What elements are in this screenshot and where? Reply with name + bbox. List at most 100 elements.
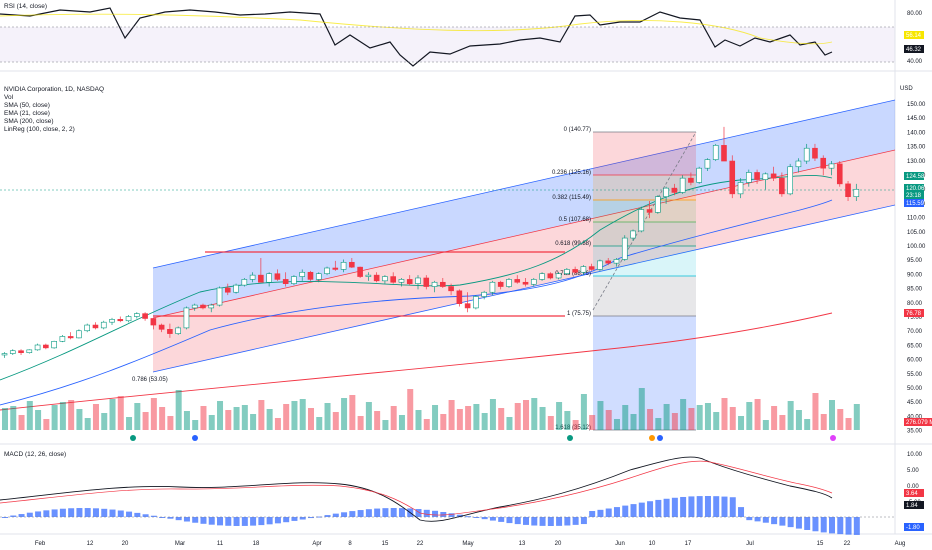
candle-body[interactable] — [398, 279, 405, 283]
earnings-marker[interactable] — [567, 435, 573, 441]
candle-body[interactable] — [134, 313, 140, 317]
candle-body[interactable] — [530, 279, 537, 285]
candle-body[interactable] — [315, 273, 322, 280]
candle-body[interactable] — [506, 279, 512, 287]
candle-body[interactable] — [803, 147, 810, 162]
candle-body[interactable] — [704, 159, 711, 169]
candle-body[interactable] — [588, 266, 595, 270]
candle-body[interactable] — [737, 182, 744, 195]
candle-body[interactable] — [307, 271, 314, 280]
candle-body[interactable] — [514, 279, 521, 283]
candle-body[interactable] — [324, 267, 330, 275]
candle-body[interactable] — [26, 349, 33, 354]
legend-ema21[interactable]: EMA (21, close) — [4, 110, 50, 117]
candle-body[interactable] — [522, 281, 529, 285]
candle-body[interactable] — [258, 274, 264, 283]
earnings-marker[interactable] — [130, 435, 136, 441]
candle-body[interactable] — [655, 196, 661, 213]
candle-body[interactable] — [762, 173, 769, 180]
legend-sma50[interactable]: SMA (50, close) — [4, 102, 50, 109]
candle-body[interactable] — [448, 286, 454, 292]
candle-body[interactable] — [770, 173, 777, 179]
macd-legend[interactable]: MACD (12, 26, close) — [4, 451, 67, 458]
candle-body[interactable] — [365, 274, 372, 277]
candle-body[interactable] — [175, 327, 181, 334]
candle-body[interactable] — [266, 273, 272, 283]
candle-body[interactable] — [340, 261, 347, 270]
candle-body[interactable] — [167, 329, 173, 334]
time-axis[interactable]: Feb 12 20 Mar 11 18 Apr 8 15 22 May 13 20 Jun 10 17 Jul 1… — [35, 541, 906, 547]
candle-body[interactable] — [67, 336, 74, 339]
candle-body[interactable] — [456, 290, 463, 304]
candle-body[interactable] — [200, 304, 206, 309]
candle-body[interactable] — [464, 303, 471, 309]
candle-body[interactable] — [613, 259, 620, 264]
projection-line[interactable] — [592, 131, 697, 311]
candle-body[interactable] — [828, 163, 835, 169]
candle-body[interactable] — [836, 163, 843, 185]
candle-body[interactable] — [34, 344, 41, 351]
candle-body[interactable] — [100, 321, 107, 329]
candle-body[interactable] — [183, 307, 190, 329]
candle-body[interactable] — [745, 172, 752, 183]
candle-body[interactable] — [564, 269, 570, 275]
candle-body[interactable] — [109, 319, 115, 323]
candle-body[interactable] — [440, 281, 446, 287]
candle-body[interactable] — [580, 266, 587, 273]
candle-body[interactable] — [76, 330, 82, 339]
candle-body[interactable] — [390, 276, 396, 283]
candle-body[interactable] — [754, 172, 760, 180]
event-marker[interactable] — [830, 435, 836, 441]
candle-body[interactable] — [18, 350, 24, 354]
candle-body[interactable] — [241, 279, 248, 286]
candle-body[interactable] — [547, 273, 554, 279]
candle-body[interactable] — [191, 304, 198, 309]
indicator-legend[interactable]: NVIDIA Corporation, 1D, NASDAQ Vol SMA (… — [4, 86, 104, 134]
candle-body[interactable] — [812, 147, 818, 159]
candle-body[interactable] — [282, 279, 289, 284]
candle-body[interactable] — [696, 167, 702, 183]
candle-body[interactable] — [679, 177, 686, 193]
candle-body[interactable] — [142, 313, 148, 319]
candle-body[interactable] — [382, 276, 388, 282]
candle-body[interactable] — [597, 260, 603, 270]
candle-body[interactable] — [787, 166, 793, 195]
legend-sma200[interactable]: SMA (200, close) — [4, 118, 54, 125]
candle-body[interactable] — [671, 187, 678, 193]
candle-body[interactable] — [820, 157, 827, 169]
candle-body[interactable] — [638, 209, 645, 232]
candle-body[interactable] — [9, 350, 16, 354]
candle-body[interactable] — [158, 324, 165, 330]
candle-body[interactable] — [150, 318, 157, 326]
candle-body[interactable] — [92, 324, 99, 329]
candle-body[interactable] — [274, 273, 281, 280]
candle-body[interactable] — [555, 273, 562, 279]
candle-body[interactable] — [779, 177, 785, 195]
candle-body[interactable] — [117, 319, 124, 322]
candle-body[interactable] — [357, 266, 363, 277]
currency-label[interactable]: USD — [900, 86, 913, 92]
legend-vol[interactable]: Vol — [4, 94, 14, 101]
rsi-pane[interactable] — [0, 0, 895, 70]
rsi-legend[interactable]: RSI (14, close) — [4, 3, 47, 10]
candle-body[interactable] — [224, 287, 231, 293]
candle-body[interactable] — [216, 287, 223, 306]
candle-body[interactable] — [59, 336, 66, 342]
dividend-marker[interactable] — [657, 435, 663, 441]
candle-body[interactable] — [853, 188, 860, 197]
candle-body[interactable] — [415, 277, 421, 284]
candle-body[interactable] — [539, 273, 545, 280]
candle-body[interactable] — [43, 344, 49, 349]
candle-body[interactable] — [712, 145, 719, 160]
candle-body[interactable] — [1, 353, 8, 356]
candle-body[interactable] — [721, 145, 727, 162]
candle-body[interactable] — [431, 281, 438, 287]
symbol-title[interactable]: NVIDIA Corporation, 1D, NASDAQ — [4, 86, 105, 93]
candle-body[interactable] — [646, 209, 653, 213]
candle-body[interactable] — [497, 281, 504, 287]
candle-body[interactable] — [51, 341, 57, 349]
candle-body[interactable] — [473, 296, 479, 309]
candle-body[interactable] — [84, 324, 90, 332]
candle-body[interactable] — [688, 177, 694, 183]
